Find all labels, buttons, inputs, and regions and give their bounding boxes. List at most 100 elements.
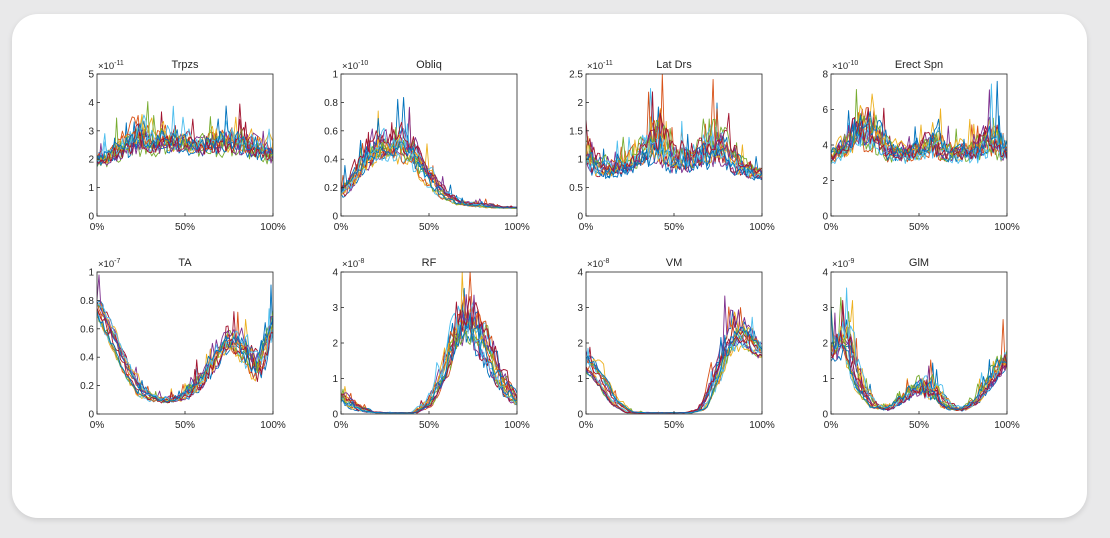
x-tick-label: 50% [419, 420, 439, 431]
y-tick-label: 4 [822, 268, 828, 279]
plot-title: VM [666, 257, 683, 269]
series-line [97, 118, 273, 164]
series-group [586, 295, 762, 414]
y-tick-label: 0 [332, 212, 338, 223]
y-tick-label: 3 [88, 126, 94, 137]
y-tick-label: 2 [577, 339, 583, 350]
x-tick-label: 0% [824, 222, 839, 233]
plot-panel-3: 0 2 4 6 8 0% 50% 100% ×10-10 Erect Spn [822, 59, 1019, 233]
x-tick-label: 0% [824, 420, 839, 431]
series-line [586, 334, 762, 414]
plot-panel-4: 0 0.2 0.4 0.6 0.8 1 0% 50% 100% ×10-7 TA [80, 257, 286, 431]
y-tick-label: 0.4 [324, 155, 338, 166]
series-line [586, 133, 762, 180]
y-tick-label: 2 [88, 155, 94, 166]
plot-panel-2: 0 0.5 1 1.5 2 2.5 0% 50% 100% ×10-11 Lat Drs [569, 59, 775, 233]
plot-title: RF [422, 257, 437, 269]
y-tick-label: 0 [88, 212, 94, 223]
plot-panel-7: 0 1 2 3 4 0% 50% 100% ×10-9 GlM [822, 257, 1019, 431]
figure-card: 0 1 2 3 4 5 0% 50% 100% ×10-11 Trpzs 0 0.2 0.4 0.6 0.8 1… [12, 14, 1087, 518]
series-line [341, 141, 517, 209]
series-group [831, 287, 1007, 412]
series-line [341, 128, 517, 208]
y-tick-label: 4 [88, 98, 94, 109]
series-line [97, 302, 273, 402]
y-tick-label: 0.8 [80, 296, 94, 307]
series-line [586, 112, 762, 174]
y-tick-label: 1 [332, 374, 338, 385]
x-tick-label: 50% [909, 222, 929, 233]
series-line [97, 310, 273, 403]
x-tick-label: 50% [175, 222, 195, 233]
x-tick-label: 100% [504, 420, 530, 431]
y-tick-label: 0 [332, 410, 338, 421]
series-line [97, 101, 273, 162]
y-tick-label: 0 [88, 410, 94, 421]
y-tick-label: 4 [577, 268, 583, 279]
y-tick-label: 2 [822, 176, 828, 187]
y-tick-label: 0 [822, 410, 828, 421]
x-tick-label: 0% [90, 222, 105, 233]
series-line [586, 315, 762, 414]
axis-exponent: ×10-10 [342, 60, 368, 72]
y-tick-label: 0.4 [80, 353, 94, 364]
series-line [586, 91, 762, 179]
y-tick-label: 2 [577, 98, 583, 109]
plot-title: GlM [909, 257, 929, 269]
axis-exponent: ×10-11 [98, 60, 124, 72]
axis-exponent: ×10-11 [587, 60, 613, 72]
axis-exponent: ×10-8 [342, 258, 364, 270]
series-line [831, 80, 1007, 157]
series-line [341, 312, 517, 414]
series-line [97, 308, 273, 404]
series-line [586, 78, 762, 174]
series-line [341, 121, 517, 208]
series-line [341, 325, 517, 414]
x-tick-label: 50% [909, 420, 929, 431]
series-group [831, 80, 1007, 165]
axis-exponent: ×10-9 [832, 258, 854, 270]
y-tick-label: 3 [822, 303, 828, 314]
y-tick-label: 1.5 [569, 126, 583, 137]
series-line [97, 274, 273, 400]
axis-exponent: ×10-8 [587, 258, 609, 270]
y-tick-label: 1 [822, 374, 828, 385]
series-line [97, 303, 273, 401]
y-tick-label: 2 [332, 339, 338, 350]
series-line [97, 130, 273, 166]
series-line [831, 330, 1007, 411]
y-tick-label: 4 [332, 268, 338, 279]
y-tick-label: 5 [88, 70, 94, 81]
series-line [586, 316, 762, 414]
series-group [97, 274, 273, 404]
x-tick-label: 50% [419, 222, 439, 233]
y-tick-label: 1 [88, 183, 94, 194]
series-line [831, 83, 1007, 165]
series-line [831, 307, 1007, 410]
series-line [831, 120, 1007, 159]
axis-exponent: ×10-7 [98, 258, 120, 270]
series-line [831, 287, 1007, 410]
series-group [586, 74, 762, 181]
series-line [97, 310, 273, 403]
y-tick-label: 8 [822, 70, 828, 81]
series-line [341, 296, 517, 414]
x-tick-label: 100% [260, 420, 286, 431]
plot-title: Obliq [416, 59, 442, 71]
series-line [586, 344, 762, 414]
y-tick-label: 0.8 [324, 98, 338, 109]
x-tick-label: 100% [994, 222, 1020, 233]
y-tick-label: 2 [822, 339, 828, 350]
y-tick-label: 4 [822, 141, 828, 152]
x-tick-label: 0% [90, 420, 105, 431]
x-tick-label: 100% [749, 420, 775, 431]
y-tick-label: 2.5 [569, 70, 583, 81]
x-tick-label: 0% [579, 222, 594, 233]
plot-panel-1: 0 0.2 0.4 0.6 0.8 1 0% 50% 100% ×10-10 Obliq [324, 59, 530, 233]
x-tick-label: 50% [664, 420, 684, 431]
series-group [341, 96, 517, 209]
x-tick-label: 0% [579, 420, 594, 431]
x-tick-label: 50% [664, 222, 684, 233]
